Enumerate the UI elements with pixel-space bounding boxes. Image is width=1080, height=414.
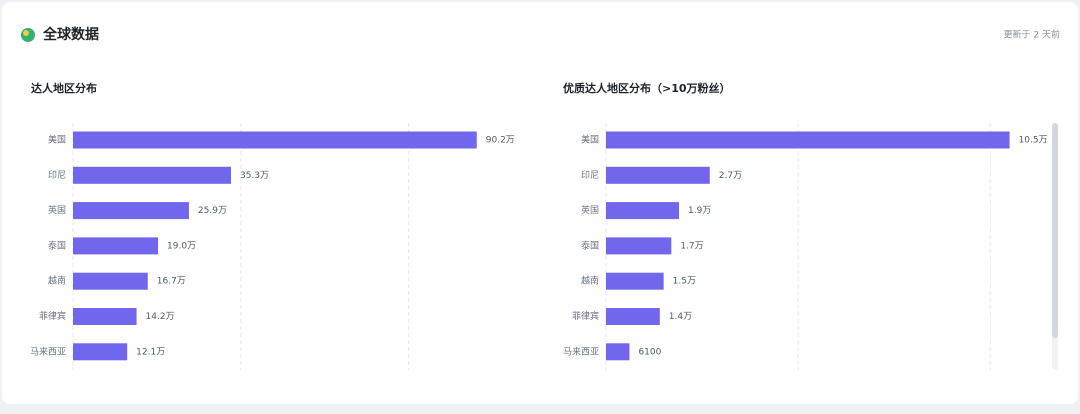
- value-label: 1.4万: [669, 312, 692, 322]
- category-label: 马来西亚: [30, 346, 66, 357]
- category-label: 菲律宾: [39, 310, 66, 322]
- category-label: 菲律宾: [572, 310, 599, 322]
- category-label: 越南: [581, 275, 599, 287]
- bar: [606, 166, 710, 184]
- value-label: 14.2万: [146, 312, 175, 322]
- value-label: 10.5万: [1019, 136, 1048, 146]
- category-label: 美国: [48, 134, 66, 146]
- value-label: 6100: [638, 347, 661, 357]
- chart-title: 达人地区分布: [31, 81, 97, 95]
- value-label: 1.5万: [673, 277, 696, 287]
- value-label: 1.7万: [680, 241, 703, 251]
- value-label: 16.7万: [157, 277, 186, 287]
- card: [2, 2, 1078, 404]
- value-label: 25.9万: [198, 206, 227, 216]
- bar: [73, 343, 128, 361]
- chart-title: 优质达人地区分布（>10万粉丝）: [563, 81, 731, 95]
- bar: [606, 237, 672, 255]
- value-label: 2.7万: [719, 171, 742, 181]
- bar: [606, 131, 1010, 149]
- update-time: 更新于 2 天前: [1004, 29, 1060, 41]
- globe-icon-land: [23, 30, 29, 36]
- scrollbar[interactable]: [1052, 123, 1058, 338]
- category-label: 马来西亚: [563, 346, 599, 357]
- value-label: 1.9万: [688, 206, 711, 216]
- bar: [606, 308, 660, 325]
- category-label: 英国: [581, 204, 599, 216]
- value-label: 19.0万: [167, 241, 196, 251]
- category-label: 印尼: [48, 169, 66, 181]
- bar: [73, 166, 232, 184]
- category-label: 泰国: [48, 239, 66, 251]
- bar: [606, 202, 680, 220]
- bar: [73, 202, 189, 220]
- category-label: 印尼: [581, 169, 599, 181]
- category-label: 泰国: [581, 239, 599, 251]
- category-label: 越南: [48, 275, 66, 287]
- bar: [606, 343, 630, 361]
- card-title: 全球数据: [42, 26, 99, 43]
- category-label: 英国: [48, 204, 66, 216]
- bar: [73, 131, 477, 149]
- value-label: 90.2万: [486, 136, 515, 146]
- bar: [73, 272, 148, 290]
- category-label: 美国: [581, 134, 599, 146]
- bar: [73, 237, 159, 255]
- bar: [606, 272, 664, 290]
- value-label: 12.1万: [136, 347, 165, 357]
- bar: [73, 308, 137, 325]
- value-label: 35.3万: [240, 171, 269, 181]
